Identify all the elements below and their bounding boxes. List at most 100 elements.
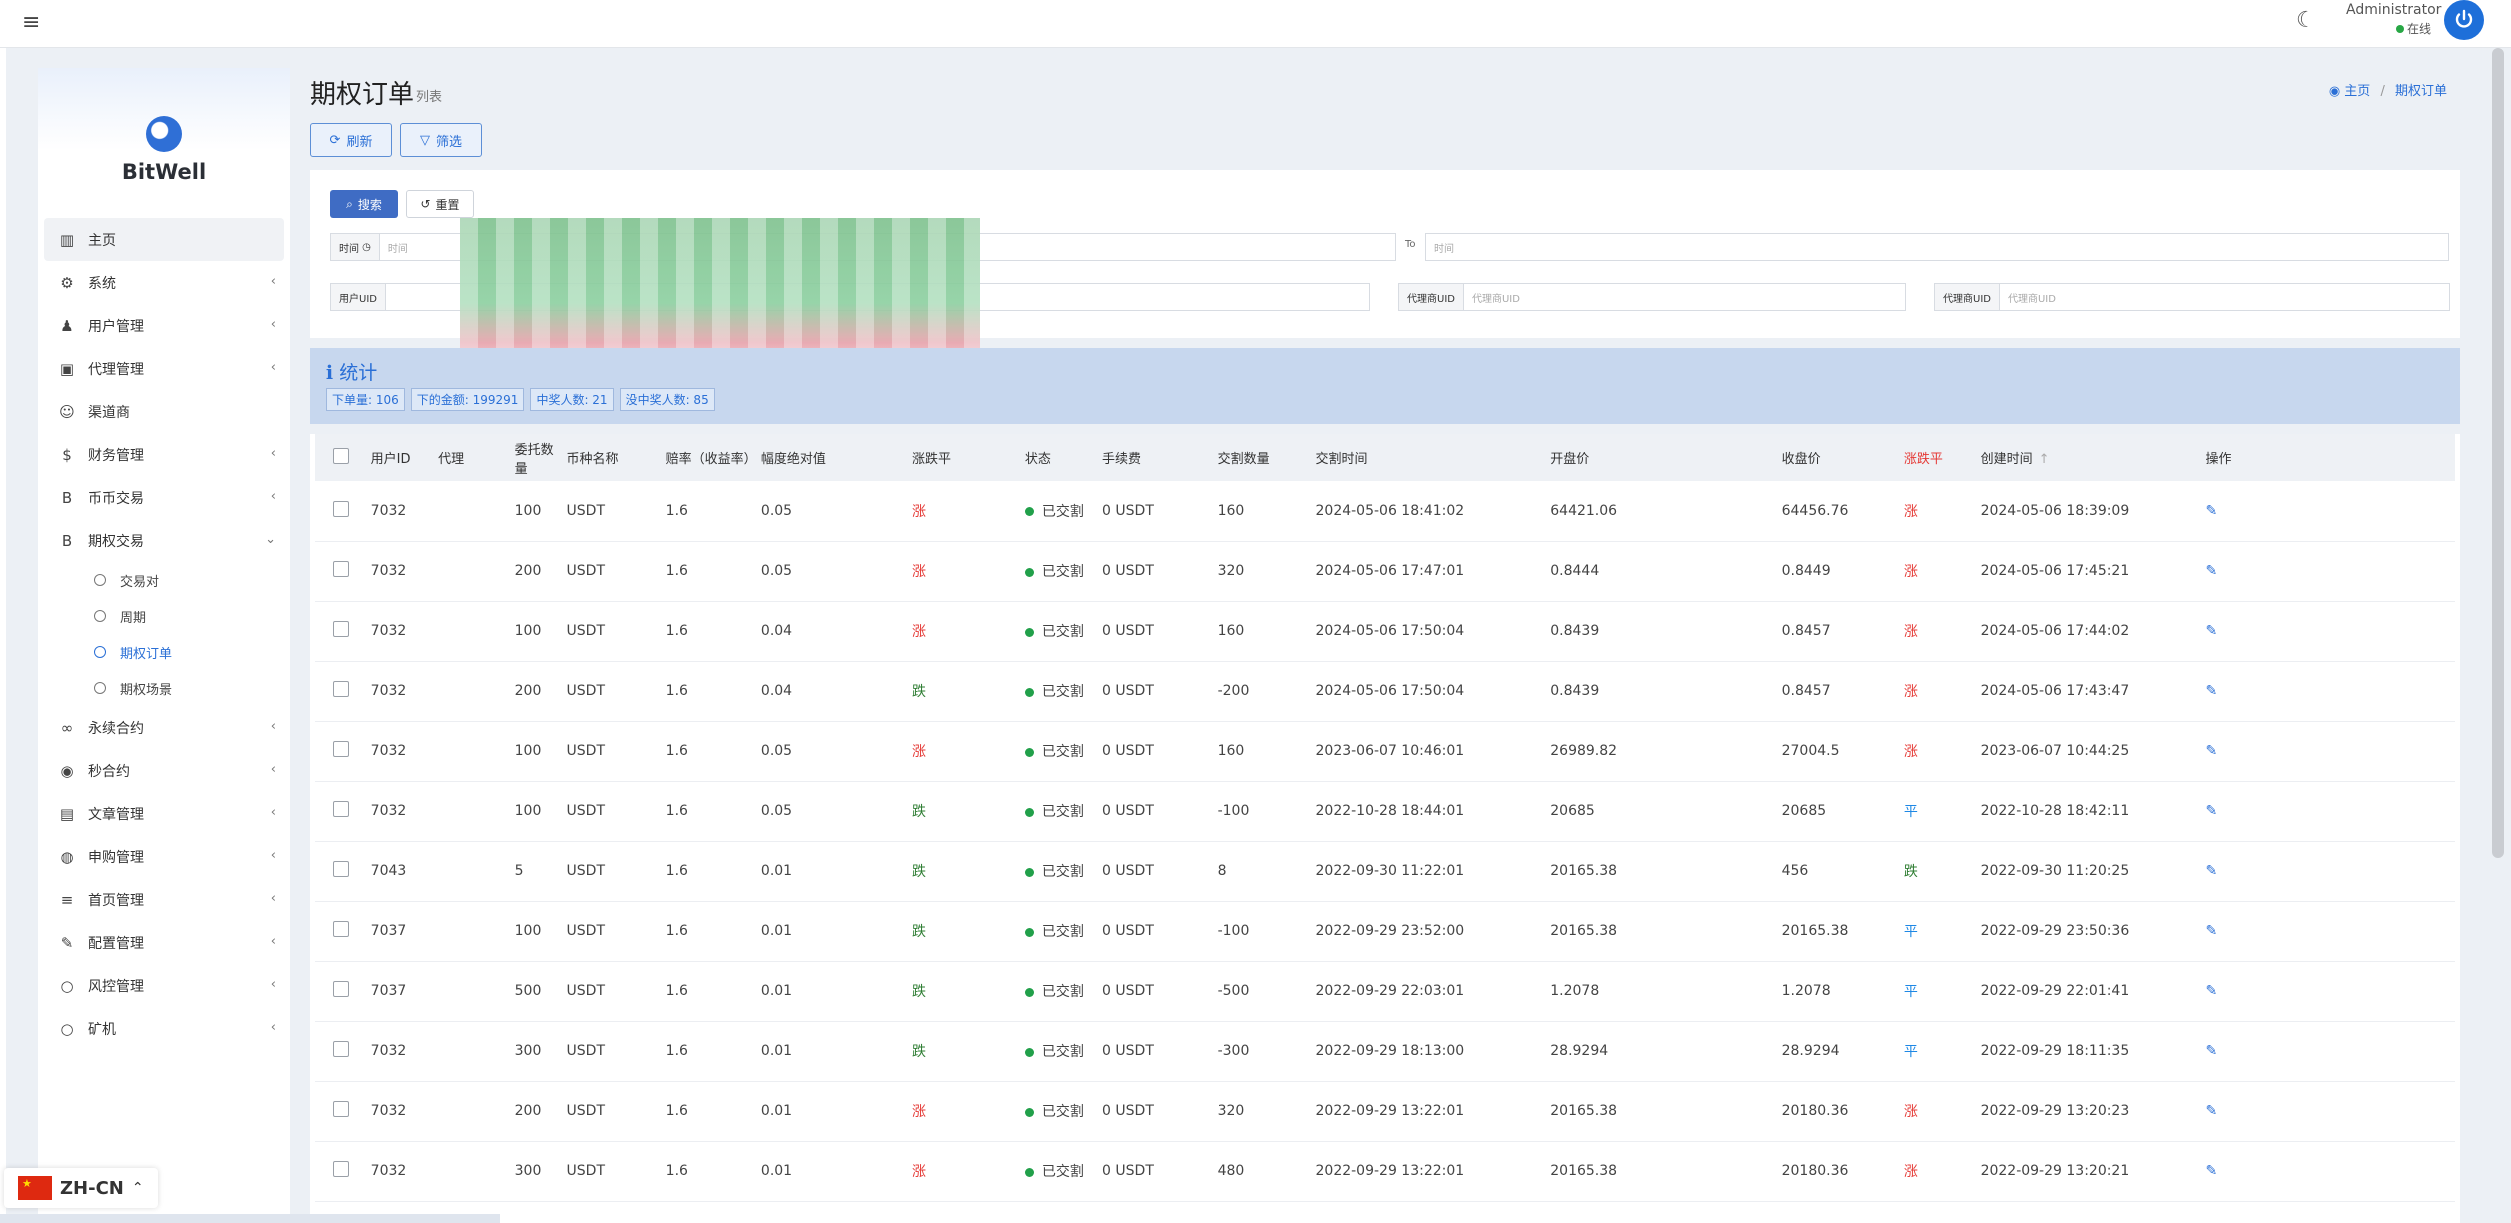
table-row: 7037 100 USDT 1.6 0.01 跌 已交割 0 USDT -100 2022-09-… — [315, 901, 2455, 961]
edit-icon[interactable]: ✎ — [2205, 683, 2218, 699]
column-header[interactable]: 状态 — [1024, 434, 1101, 481]
sidebar-item-items6[interactable]: B 币币交易 ‹ — [38, 476, 290, 519]
page-scrollbar[interactable] — [2492, 48, 2504, 858]
cell-text: 7037 — [370, 923, 407, 939]
sidebar-item-items5[interactable]: $ 财务管理 ‹ — [38, 433, 290, 476]
sidebar-item-items_after0[interactable]: ∞ 永续合约 ‹ — [38, 706, 290, 749]
direction-text: 涨 — [912, 1104, 927, 1120]
submenu-item-0[interactable]: 交易对 — [38, 562, 290, 598]
edit-icon[interactable]: ✎ — [2205, 1163, 2218, 1179]
row-checkbox[interactable] — [333, 861, 349, 877]
column-header[interactable]: 交割数量 — [1217, 434, 1315, 481]
cell-settle_time: 2022-09-29 23:52:00 — [1315, 901, 1550, 961]
sidebar-item-label: 配置管理 — [88, 935, 144, 952]
column-header[interactable]: 交割时间 — [1315, 434, 1550, 481]
sidebar-item-items3[interactable]: ▣ 代理管理 ‹ — [38, 347, 290, 390]
time-to-field[interactable]: 时间 — [1425, 233, 2449, 261]
edit-icon[interactable]: ✎ — [2205, 863, 2218, 879]
cell-text: 2022-09-29 23:52:00 — [1315, 923, 1465, 939]
sidebar-item-items_after2[interactable]: ▤ 文章管理 ‹ — [38, 792, 290, 835]
row-checkbox[interactable] — [333, 1101, 349, 1117]
sidebar-item-items_after6[interactable]: ○ 风控管理 ‹ — [38, 964, 290, 1007]
row-checkbox[interactable] — [333, 1041, 349, 1057]
row-checkbox[interactable] — [333, 801, 349, 817]
submenu-item-2[interactable]: 期权订单 — [38, 634, 290, 670]
admin-name[interactable]: Administrator — [2346, 2, 2442, 18]
row-checkbox[interactable] — [333, 741, 349, 757]
column-header[interactable]: 赔率（收益率） — [665, 434, 760, 481]
column-header[interactable]: 收盘价 — [1781, 434, 1903, 481]
refresh-button[interactable]: ⟳ 刷新 — [310, 123, 392, 157]
sidebar-item-items_after5[interactable]: ✎ 配置管理 ‹ — [38, 921, 290, 964]
edit-icon[interactable]: ✎ — [2205, 1043, 2218, 1059]
avatar[interactable] — [2444, 0, 2484, 40]
menu-toggle-icon[interactable]: ≡ — [22, 10, 41, 35]
sidebar-item-items_after4[interactable]: ≡ 首页管理 ‹ — [38, 878, 290, 921]
column-header[interactable]: 委托数量 — [514, 434, 566, 481]
sidebar-item-items_after7[interactable]: ○ 矿机 ‹ — [38, 1007, 290, 1050]
cell-range: 0.01 — [760, 1141, 911, 1201]
column-header[interactable]: 手续费 — [1101, 434, 1217, 481]
sort-arrow-icon[interactable]: ↑ — [2038, 452, 2050, 467]
cell-result: 平 — [1903, 901, 1980, 961]
column-header[interactable]: 幅度绝对值 — [760, 434, 911, 481]
row-checkbox[interactable] — [333, 1161, 349, 1177]
agent-uid-field[interactable]: 代理商UID 代理商UID — [1398, 283, 1906, 311]
language-selector[interactable]: ZH-CN ⌃ — [4, 1168, 158, 1208]
edit-icon[interactable]: ✎ — [2205, 623, 2218, 639]
cell-text: 0 USDT — [1102, 563, 1154, 579]
dark-mode-icon[interactable]: ☾ — [2296, 8, 2316, 33]
submenu-item-1[interactable]: 周期 — [38, 598, 290, 634]
sidebar-item-items0[interactable]: ▥ 主页 — [44, 218, 284, 261]
cell-text: 0 USDT — [1102, 803, 1154, 819]
row-checkbox[interactable] — [333, 921, 349, 937]
row-select-cell — [315, 781, 370, 841]
edit-icon[interactable]: ✎ — [2205, 1103, 2218, 1119]
cell-agent — [437, 481, 514, 541]
sidebar-item-items7[interactable]: B 期权交易 ⌄ — [38, 519, 290, 562]
sidebar-item-items2[interactable]: ♟ 用户管理 ‹ — [38, 304, 290, 347]
search-button-label: 搜索 — [357, 197, 382, 212]
cell-text: -500 — [1217, 983, 1250, 999]
column-header[interactable]: 涨跌平 — [911, 434, 1024, 481]
edit-icon[interactable]: ✎ — [2205, 923, 2218, 939]
column-header[interactable]: 操作 — [2204, 434, 2455, 481]
select-all-checkbox[interactable] — [333, 447, 349, 464]
column-header[interactable]: 币种名称 — [566, 434, 665, 481]
column-header[interactable]: 代理 — [437, 434, 514, 481]
search-button[interactable]: ⌕ 搜索 — [330, 190, 398, 218]
column-header[interactable]: 创建时间 ↑ — [1980, 434, 2205, 481]
cell-status: 已交割 — [1024, 601, 1101, 661]
edit-icon[interactable]: ✎ — [2205, 803, 2218, 819]
submenu-item-3[interactable]: 期权场景 — [38, 670, 290, 706]
actions-cell: ✎ — [2204, 961, 2455, 1021]
column-header[interactable]: 用户ID — [370, 434, 437, 481]
cell-coin: USDT — [566, 1141, 665, 1201]
breadcrumb-home[interactable]: 主页 — [2344, 84, 2371, 99]
result-text: 涨 — [1903, 744, 1918, 760]
sidebar-item-items4[interactable]: ☺ 渠道商 — [38, 390, 290, 433]
sidebar-item-items1[interactable]: ⚙ 系统 ‹ — [38, 261, 290, 304]
table-row: 7032 100 USDT 1.6 0.05 涨 已交割 0 USDT 160 2024-05-0… — [315, 481, 2455, 541]
row-checkbox[interactable] — [333, 500, 349, 517]
actions-cell: ✎ — [2204, 1021, 2455, 1081]
row-checkbox[interactable] — [333, 621, 349, 637]
row-checkbox[interactable] — [333, 681, 349, 697]
row-checkbox[interactable] — [333, 981, 349, 997]
edit-icon[interactable]: ✎ — [2205, 502, 2218, 519]
column-header[interactable]: 开盘价 — [1549, 434, 1780, 481]
cell-text: 0 USDT — [1102, 863, 1154, 879]
table-header-row: 用户ID 代理 委托数量 币种名称 赔率（收益率） 幅度绝对值 涨跌平 状态 手续费 交割数量 交割… — [315, 434, 2455, 481]
edit-icon[interactable]: ✎ — [2205, 983, 2218, 999]
reset-button[interactable]: ↺ 重置 — [406, 190, 474, 218]
filter-button[interactable]: ▽ 筛选 — [400, 123, 482, 157]
sidebar-item-items_after1[interactable]: ◉ 秒合约 ‹ — [38, 749, 290, 792]
column-header[interactable]: 涨跌平 — [1903, 434, 1980, 481]
edit-icon[interactable]: ✎ — [2205, 563, 2218, 579]
cell-text: 0.04 — [760, 623, 793, 639]
cell-text: 2022-09-29 18:11:35 — [1980, 1043, 2130, 1059]
sidebar-item-items_after3[interactable]: ◍ 申购管理 ‹ — [38, 835, 290, 878]
agent-uid-field-2[interactable]: 代理商UID 代理商UID — [1934, 283, 2450, 311]
row-checkbox[interactable] — [333, 561, 349, 577]
edit-icon[interactable]: ✎ — [2205, 743, 2218, 759]
